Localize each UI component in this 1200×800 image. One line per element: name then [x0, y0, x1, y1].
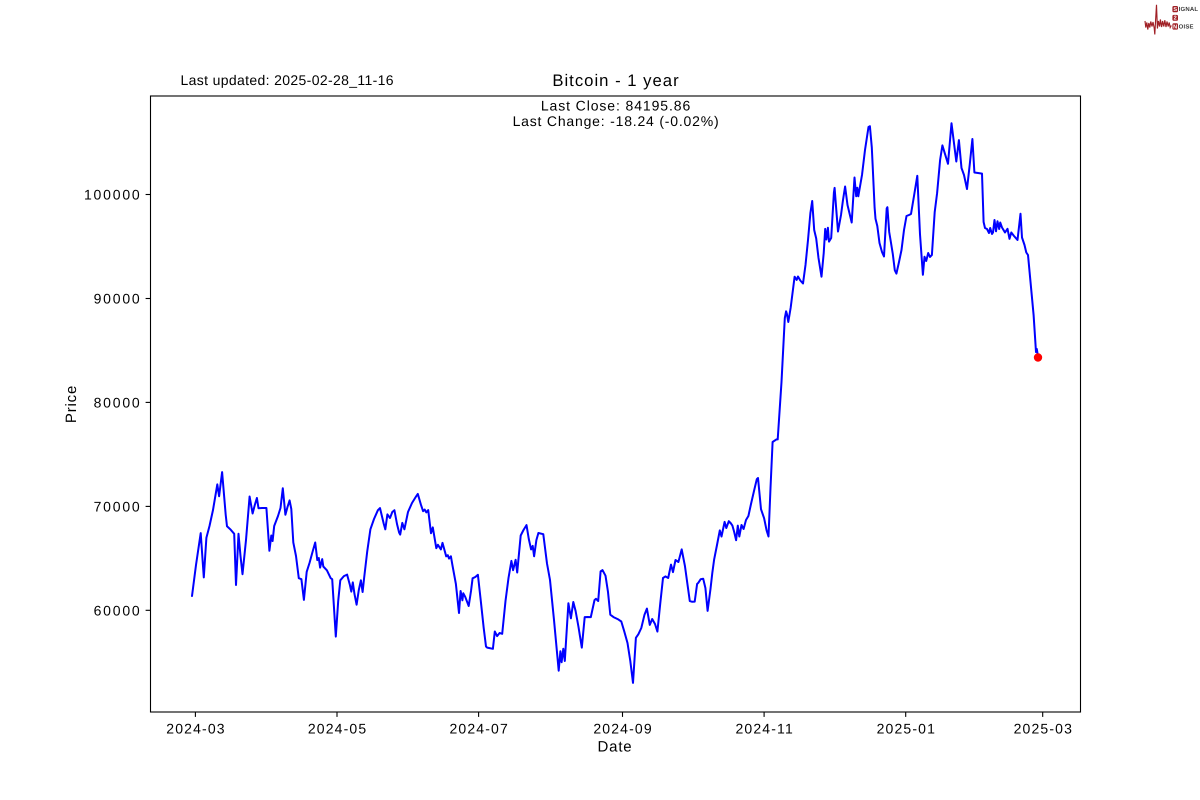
svg-text:N: N — [1173, 24, 1177, 30]
svg-text:OISE: OISE — [1179, 24, 1194, 31]
svg-text:Price: Price — [63, 385, 80, 423]
svg-text:2024-05: 2024-05 — [308, 721, 367, 737]
svg-text:2024-07: 2024-07 — [449, 721, 508, 737]
svg-text:2024-11: 2024-11 — [736, 721, 794, 737]
svg-text:2024-03: 2024-03 — [166, 721, 225, 737]
svg-text:Date: Date — [598, 738, 633, 755]
svg-text:2025-03: 2025-03 — [1014, 721, 1073, 737]
svg-text:Bitcoin - 1 year: Bitcoin - 1 year — [552, 71, 679, 90]
svg-text:Last Change: -18.24 (-0.02%): Last Change: -18.24 (-0.02%) — [513, 113, 720, 129]
svg-text:70000: 70000 — [94, 498, 142, 514]
svg-text:Last updated: 2025-02-28_11-16: Last updated: 2025-02-28_11-16 — [181, 72, 394, 88]
svg-text:80000: 80000 — [94, 394, 142, 410]
svg-text:2: 2 — [1174, 16, 1177, 22]
svg-text:S: S — [1173, 7, 1177, 13]
svg-text:2025-01: 2025-01 — [877, 721, 936, 737]
svg-text:100000: 100000 — [84, 187, 142, 203]
svg-text:Last Close: 84195.86: Last Close: 84195.86 — [541, 98, 691, 114]
svg-text:60000: 60000 — [94, 602, 142, 618]
svg-text:IGNAL: IGNAL — [1179, 6, 1199, 13]
svg-text:90000: 90000 — [94, 291, 142, 307]
svg-text:2024-09: 2024-09 — [593, 721, 652, 737]
